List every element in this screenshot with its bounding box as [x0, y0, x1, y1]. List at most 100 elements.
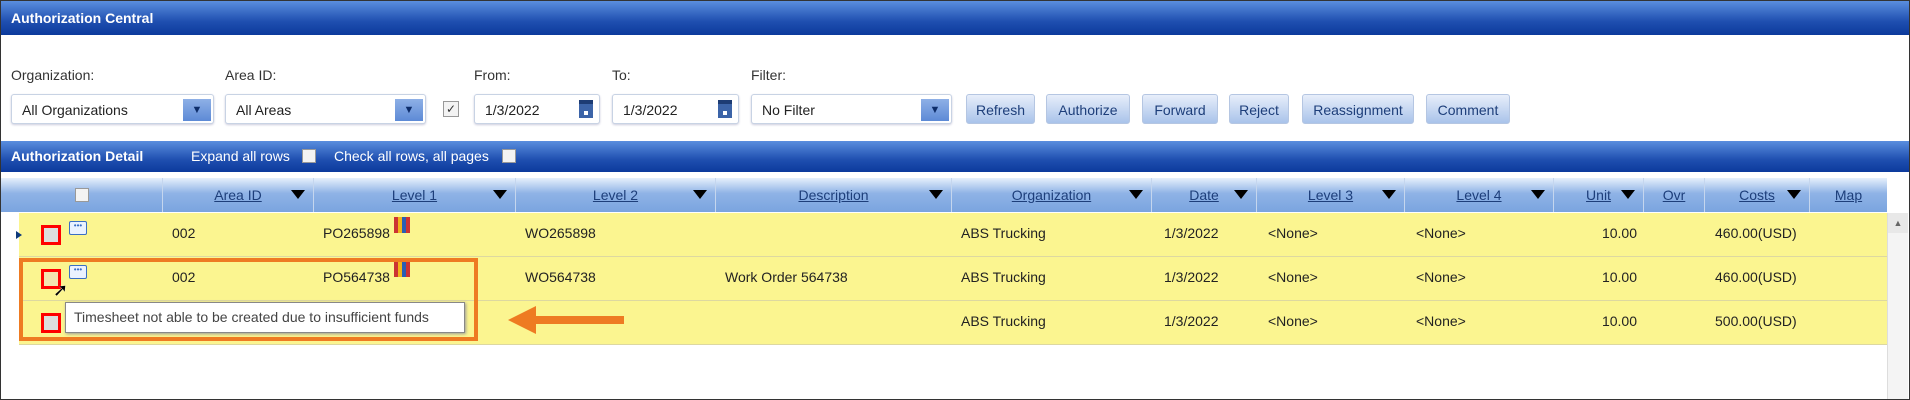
organization-label: Organization: [11, 67, 95, 83]
to-date-value: 1/3/2022 [623, 102, 678, 118]
cell-level-4: <None> [1416, 313, 1466, 329]
cell-date: 1/3/2022 [1164, 269, 1219, 285]
column-header-costs[interactable]: Costs [1704, 178, 1809, 212]
filter-icon[interactable] [493, 190, 507, 199]
area-id-label: Area ID: [225, 67, 277, 83]
cell-level-3: <None> [1268, 225, 1318, 241]
filter-label: Filter: [751, 67, 786, 83]
cell-organization: ABS Trucking [961, 225, 1046, 241]
filter-icon[interactable] [1531, 190, 1545, 199]
row-checkbox[interactable] [41, 269, 61, 289]
comment-icon[interactable]: ••• [69, 265, 87, 279]
cell-level-3: <None> [1268, 313, 1318, 329]
comment-button[interactable]: Comment [1426, 94, 1510, 124]
filter-icon[interactable] [1382, 190, 1396, 199]
grid-header: Area ID Level 1 Level 2 Description Orga… [1, 178, 1887, 212]
cell-costs: 460.00(USD) [1715, 225, 1797, 241]
detail-title: Authorization Detail [11, 148, 144, 164]
row-checkbox[interactable] [41, 313, 61, 333]
reassignment-button[interactable]: Reassignment [1302, 94, 1414, 124]
to-label: To: [612, 67, 631, 83]
cell-area-id: 002 [172, 225, 196, 241]
select-all-header [1, 178, 162, 212]
organization-value: All Organizations [22, 102, 128, 118]
scroll-up-icon[interactable]: ▲ [1888, 213, 1908, 233]
row-checkbox[interactable] [41, 225, 61, 245]
cell-unit: 10.00 [1601, 313, 1637, 329]
filter-icon[interactable] [1234, 190, 1248, 199]
table-row[interactable]: ••• 002 PO265898 WO265898 ABS Trucking 1… [16, 213, 1887, 257]
expand-all-label: Expand all rows [191, 148, 290, 164]
cell-level-4: <None> [1416, 269, 1466, 285]
cell-date: 1/3/2022 [1164, 313, 1219, 329]
cell-costs: 500.00(USD) [1715, 313, 1797, 329]
chevron-down-icon[interactable]: ▼ [183, 99, 211, 121]
expand-all-checkbox[interactable] [302, 149, 316, 163]
filter-icon[interactable] [693, 190, 707, 199]
column-header-unit[interactable]: Unit [1553, 178, 1643, 212]
chevron-down-icon[interactable]: ▼ [395, 99, 423, 121]
app-title: Authorization Central [11, 10, 154, 26]
reject-button[interactable]: Reject [1229, 94, 1289, 124]
column-header-level-1[interactable]: Level 1 [313, 178, 515, 212]
column-header-map[interactable]: Map [1809, 178, 1887, 212]
tooltip: Timesheet not able to be created due to … [65, 302, 465, 333]
from-date-value: 1/3/2022 [485, 102, 540, 118]
from-label: From: [474, 67, 511, 83]
to-date-input[interactable]: 1/3/2022 [612, 94, 739, 124]
column-header-organization[interactable]: Organization [951, 178, 1151, 212]
mouse-cursor-icon: ➚ [53, 280, 69, 300]
cell-organization: ABS Trucking [961, 269, 1046, 285]
books-icon[interactable] [393, 261, 410, 277]
cell-unit: 10.00 [1601, 269, 1637, 285]
check-all-label: Check all rows, all pages [334, 148, 489, 164]
expand-row-icon[interactable] [16, 231, 22, 239]
cell-level-1: PO564738 [323, 257, 410, 301]
organization-select[interactable]: All Organizations ▼ [11, 94, 214, 124]
area-id-value: All Areas [236, 102, 292, 118]
column-header-level-4[interactable]: Level 4 [1404, 178, 1553, 212]
column-header-date[interactable]: Date [1151, 178, 1256, 212]
date-range-checkbox[interactable]: ✓ [443, 101, 459, 117]
area-id-select[interactable]: All Areas ▼ [225, 94, 426, 124]
filter-icon[interactable] [1787, 190, 1801, 199]
filter-select[interactable]: No Filter ▼ [751, 94, 952, 124]
cell-level-2: WO265898 [525, 225, 596, 241]
filter-icon[interactable] [1129, 190, 1143, 199]
column-header-area-id[interactable]: Area ID [162, 178, 313, 212]
authorize-button[interactable]: Authorize [1046, 94, 1130, 124]
table-row[interactable]: ••• 002 PO564738 WO564738 Work Order 564… [19, 257, 1887, 301]
cell-organization: ABS Trucking [961, 313, 1046, 329]
column-header-description[interactable]: Description [715, 178, 951, 212]
column-header-level-2[interactable]: Level 2 [515, 178, 715, 212]
filter-icon[interactable] [929, 190, 943, 199]
forward-button[interactable]: Forward [1142, 94, 1218, 124]
select-all-checkbox[interactable] [74, 188, 89, 202]
cell-costs: 460.00(USD) [1715, 269, 1797, 285]
chevron-down-icon[interactable]: ▼ [921, 99, 949, 121]
refresh-button[interactable]: Refresh [966, 94, 1035, 124]
cell-level-3: <None> [1268, 269, 1318, 285]
annotation-highlight-box [19, 258, 478, 341]
check-all-checkbox[interactable] [502, 149, 516, 163]
column-header-ovr[interactable]: Ovr [1643, 178, 1704, 212]
cell-level-2: WO564738 [525, 269, 596, 285]
filter-icon[interactable] [1621, 190, 1635, 199]
cell-area-id: 002 [172, 269, 196, 285]
filter-icon[interactable] [291, 190, 305, 199]
books-icon[interactable] [393, 217, 410, 233]
calendar-icon[interactable] [718, 100, 732, 118]
cell-level-4: <None> [1416, 225, 1466, 241]
calendar-icon[interactable] [579, 100, 593, 118]
vertical-scrollbar[interactable]: ▲ [1887, 213, 1908, 399]
annotation-arrow-icon [508, 306, 624, 334]
app-title-bar: Authorization Central [1, 1, 1909, 35]
from-date-input[interactable]: 1/3/2022 [474, 94, 600, 124]
cell-date: 1/3/2022 [1164, 225, 1219, 241]
cell-description: Work Order 564738 [725, 269, 848, 285]
column-header-level-3[interactable]: Level 3 [1256, 178, 1404, 212]
cell-level-1: PO265898 [323, 213, 410, 257]
cell-unit: 10.00 [1601, 225, 1637, 241]
filter-value: No Filter [762, 102, 815, 118]
comment-icon[interactable]: ••• [69, 221, 87, 235]
